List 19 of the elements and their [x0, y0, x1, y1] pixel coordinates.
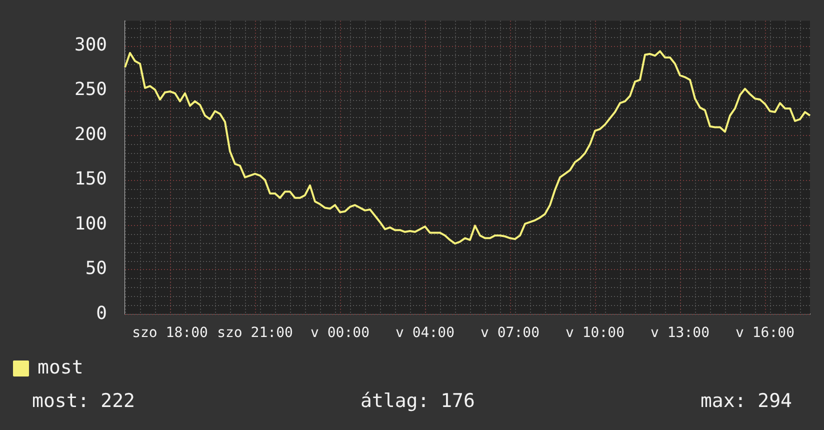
text: most: 222: [32, 390, 135, 412]
legend-label: most: [38, 356, 84, 378]
y-tick-label: 150: [74, 168, 107, 190]
x-tick-label: szo 21:00: [217, 325, 293, 342]
y-tick-label: 200: [74, 124, 107, 145]
text: átlag: 176: [360, 390, 475, 412]
x-tick-label: v 10:00: [565, 325, 625, 342]
x-tick-label: v 13:00: [650, 325, 710, 342]
x-tick-label: v 00:00: [310, 325, 370, 342]
x-tick-label: v 04:00: [395, 325, 455, 342]
y-tick-label: 50: [85, 258, 107, 280]
y-tick-label: 250: [74, 79, 107, 100]
y-tick-label: 300: [74, 34, 107, 56]
x-tick-label: v 07:00: [480, 325, 540, 342]
text: max: 294: [700, 390, 792, 412]
x-tick-label: szo 18:00: [132, 325, 208, 342]
y-tick-label: 0: [96, 302, 107, 324]
y-tick-label: 100: [74, 213, 107, 234]
x-tick-label: v 16:00: [735, 325, 795, 342]
